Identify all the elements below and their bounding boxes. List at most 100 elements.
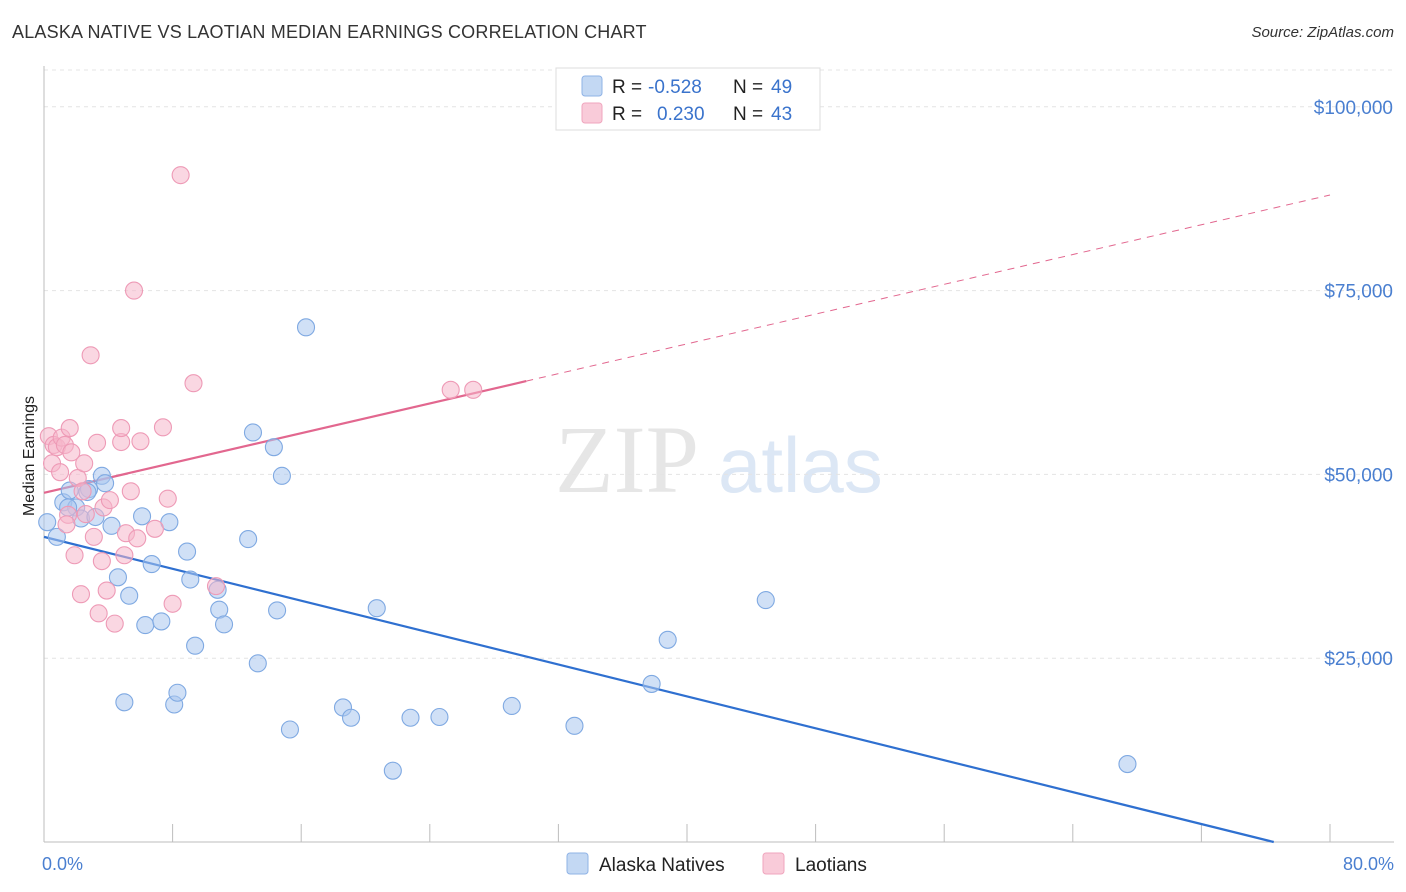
data-point-alaska (658, 630, 677, 649)
data-point-alaska (264, 438, 283, 457)
watermark-zip: ZIP (555, 406, 699, 513)
data-point-alaska (243, 423, 263, 442)
data-point-alaska (142, 555, 161, 574)
data-point-laotian (158, 489, 177, 508)
data-point-laotian (62, 443, 81, 462)
data-point-alaska (280, 720, 299, 739)
data-point-laotian (171, 166, 190, 185)
data-point-alaska (383, 761, 402, 780)
data-point-laotian (163, 594, 182, 613)
series-swatch-laotian (762, 852, 785, 875)
y-tick-label: $100,000 (1314, 98, 1393, 119)
data-point-alaska (133, 507, 152, 526)
data-point-laotian (115, 546, 134, 565)
data-point-laotian (464, 380, 483, 399)
series-label-alaska: Alaska Natives (599, 855, 725, 876)
x-tick-label-min: 0.0% (42, 854, 83, 874)
data-point-alaska (756, 591, 775, 610)
legend-r-alaska: -0.528 (648, 77, 702, 98)
data-point-laotian (81, 346, 100, 365)
trend-line-extension-laotian (526, 194, 1331, 382)
legend-n-label-laotian: N = (733, 104, 763, 125)
y-axis-label: Median Earnings (21, 396, 38, 516)
data-point-laotian (71, 585, 91, 604)
data-point-laotian (89, 604, 108, 623)
data-point-alaska (136, 616, 155, 635)
data-point-laotian (128, 529, 147, 548)
y-tick-label: $25,000 (1324, 649, 1393, 670)
data-point-laotian (97, 581, 116, 600)
data-point-laotian (153, 418, 173, 437)
data-point-alaska (178, 542, 197, 561)
legend-n-laotian: 43 (771, 104, 792, 125)
data-point-laotian (51, 463, 70, 482)
data-point-alaska (430, 707, 449, 727)
source-note: Source: ZipAtlas.com (1251, 24, 1394, 41)
data-point-alaska (186, 636, 205, 655)
data-point-alaska (341, 708, 361, 727)
data-point-laotian (124, 281, 144, 300)
data-point-laotian (75, 454, 94, 473)
correlation-legend: R = -0.528 N = 49 R = 0.230 N = 43 (555, 67, 821, 131)
series-swatch-alaska (566, 852, 589, 875)
data-point-laotian (57, 515, 76, 534)
series-legend: Alaska Natives Laotians (566, 852, 867, 876)
watermark-atlas: atlas (718, 421, 883, 509)
data-point-alaska (120, 586, 139, 605)
legend-swatch-alaska (581, 75, 603, 97)
data-point-laotian (60, 419, 79, 438)
trend-line-laotian (43, 380, 527, 494)
x-tick-label-max: 80.0% (1343, 854, 1394, 874)
data-point-laotian (84, 527, 103, 546)
data-point-alaska (214, 615, 234, 634)
data-point-laotian (112, 419, 131, 438)
trend-lines (43, 194, 1331, 844)
gridlines (44, 69, 1394, 659)
data-point-alaska (152, 612, 171, 631)
data-point-laotian (100, 491, 119, 510)
data-point-alaska (38, 513, 57, 532)
data-point-laotian (92, 552, 111, 571)
data-point-alaska (181, 570, 200, 589)
data-point-alaska (248, 654, 267, 673)
data-point-laotian (73, 482, 92, 501)
data-point-alaska (168, 683, 187, 702)
data-point-laotian (65, 546, 84, 565)
data-point-alaska (115, 693, 134, 712)
legend-swatch-laotian (581, 102, 603, 124)
data-point-alaska (565, 716, 584, 735)
y-tick-labels: $25,000 $50,000 $75,000 $100,000 (1314, 98, 1393, 670)
y-tick-label: $50,000 (1324, 465, 1393, 486)
data-point-laotian (131, 432, 150, 451)
series-label-laotian: Laotians (795, 855, 867, 876)
data-point-alaska (367, 599, 386, 618)
legend-n-label-alaska: N = (733, 77, 763, 98)
data-point-laotian (184, 374, 203, 393)
data-point-alaska (1118, 755, 1137, 774)
legend-r-laotian: 0.230 (657, 104, 705, 125)
legend-r-label-laotian: R = (612, 104, 642, 125)
y-tick-label: $75,000 (1324, 282, 1393, 303)
data-point-laotian (87, 433, 107, 452)
data-point-alaska (96, 474, 115, 493)
data-point-alaska (108, 568, 127, 587)
data-point-laotian (105, 614, 124, 633)
data-point-laotian (145, 519, 164, 538)
data-point-alaska (502, 696, 521, 716)
chart-title: ALASKA NATIVE VS LAOTIAN MEDIAN EARNINGS… (12, 22, 647, 42)
data-point-alaska (296, 318, 316, 337)
data-point-alaska (47, 527, 66, 546)
legend-r-label-alaska: R = (612, 77, 642, 98)
axes (43, 66, 1394, 843)
legend-n-alaska: 49 (771, 77, 792, 98)
data-point-alaska (102, 516, 121, 535)
data-point-alaska (272, 466, 291, 485)
data-point-laotian (441, 380, 460, 399)
data-point-alaska (239, 530, 258, 549)
data-point-laotian (206, 577, 226, 596)
data-point-alaska (268, 601, 287, 620)
data-point-alaska (401, 708, 420, 727)
data-point-alaska (642, 674, 661, 693)
data-point-laotian (121, 482, 140, 501)
